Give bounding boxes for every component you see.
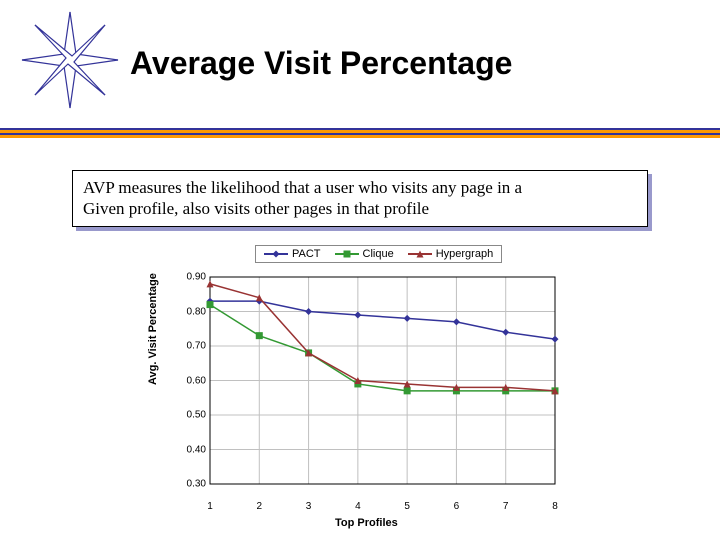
- divider-rule: [0, 128, 720, 138]
- description-box: AVP measures the likelihood that a user …: [72, 170, 648, 227]
- y-tick-label: 0.60: [172, 375, 206, 386]
- description-line2: Given profile, also visits other pages i…: [83, 198, 637, 219]
- y-tick-label: 0.40: [172, 444, 206, 455]
- legend-label: Hypergraph: [436, 248, 493, 260]
- plot-area: 0.300.400.500.600.700.800.9012345678: [210, 271, 555, 496]
- y-axis-label: Avg. Visit Percentage: [147, 273, 159, 385]
- x-axis-label: Top Profiles: [335, 517, 398, 529]
- x-tick-label: 4: [355, 501, 361, 512]
- x-tick-label: 1: [207, 501, 213, 512]
- x-tick-label: 3: [306, 501, 312, 512]
- y-tick-label: 0.30: [172, 479, 206, 490]
- avp-chart: PACTCliqueHypergraph Avg. Visit Percenta…: [155, 245, 575, 525]
- legend-label: PACT: [292, 248, 321, 260]
- y-tick-label: 0.80: [172, 306, 206, 317]
- star-logo-icon: [20, 10, 120, 110]
- y-tick-label: 0.90: [172, 272, 206, 283]
- legend-label: Clique: [363, 248, 394, 260]
- y-tick-label: 0.50: [172, 410, 206, 421]
- legend-item: Clique: [335, 248, 394, 260]
- x-tick-label: 2: [257, 501, 263, 512]
- x-tick-label: 5: [404, 501, 410, 512]
- legend-item: Hypergraph: [408, 248, 493, 260]
- description-line1: AVP measures the likelihood that a user …: [83, 177, 637, 198]
- x-tick-label: 6: [454, 501, 460, 512]
- slide-title: Average Visit Percentage: [130, 45, 512, 82]
- legend-item: PACT: [264, 248, 321, 260]
- x-tick-label: 7: [503, 501, 509, 512]
- y-tick-label: 0.70: [172, 341, 206, 352]
- x-tick-label: 8: [552, 501, 558, 512]
- chart-legend: PACT Clique Hypergraph: [255, 245, 502, 263]
